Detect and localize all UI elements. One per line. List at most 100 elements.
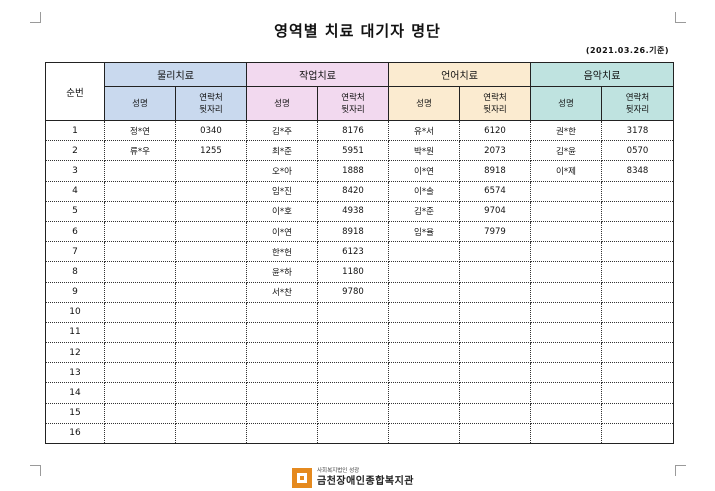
name-cell [104, 362, 176, 384]
contact-header: 연락처 뒷자리 [601, 86, 674, 121]
seq-cell: 7 [45, 241, 105, 263]
name-cell [530, 342, 602, 364]
name-cell [246, 342, 318, 364]
contact-cell: 5951 [317, 140, 389, 162]
name-cell [104, 180, 176, 202]
contact-cell [601, 422, 674, 445]
contact-cell [601, 382, 674, 404]
name-cell [104, 220, 176, 243]
contact-cell: 6574 [459, 180, 531, 202]
seq-cell: 13 [45, 362, 105, 384]
name-cell [104, 160, 176, 182]
contact-cell [601, 402, 674, 424]
contact-cell [601, 281, 674, 303]
contact-cell [317, 382, 389, 404]
contact-cell [317, 301, 389, 323]
table-row: 3 오*아 1888 이*연 8918 이*제 8348 [45, 160, 674, 182]
contact-header-line1: 연락처 [341, 92, 365, 103]
name-cell [246, 382, 318, 404]
name-cell [388, 241, 460, 263]
contact-cell [601, 220, 674, 243]
name-cell [530, 241, 602, 263]
contact-header-line1: 연락처 [199, 92, 223, 103]
contact-cell [459, 382, 531, 404]
contact-header: 연락처 뒷자리 [459, 86, 531, 121]
contact-cell [175, 180, 247, 202]
contact-cell [317, 402, 389, 424]
table-row: 1 정*연 0340 김*주 8176 유*서 6120 권*한 3178 [45, 119, 674, 142]
name-cell [104, 402, 176, 424]
name-cell [104, 342, 176, 364]
seq-cell: 4 [45, 180, 105, 202]
contact-header-line1: 연락처 [625, 92, 650, 103]
name-cell [104, 200, 176, 222]
contact-cell: 8348 [601, 160, 674, 182]
contact-cell [175, 241, 247, 263]
contact-cell [175, 261, 247, 283]
name-cell [246, 402, 318, 424]
contact-header-line2: 뒷자리 [625, 104, 650, 115]
contact-cell [175, 422, 247, 445]
seq-cell: 2 [45, 140, 105, 162]
name-cell [104, 321, 176, 344]
contact-cell [601, 321, 674, 344]
seq-cell: 12 [45, 342, 105, 364]
table-body: 1 정*연 0340 김*주 8176 유*서 6120 권*한 3178 2 류*우 1255 최*준… [45, 119, 674, 445]
table-row: 6 이*연 8918 임*율 7979 [45, 220, 674, 243]
contact-cell: 1180 [317, 261, 389, 283]
name-cell: 한*헌 [246, 241, 318, 263]
contact-cell [459, 321, 531, 344]
contact-cell [175, 281, 247, 303]
contact-header-line1: 연락처 [483, 92, 507, 103]
name-cell [104, 422, 176, 445]
name-cell [530, 220, 602, 243]
name-cell: 서*찬 [246, 281, 318, 303]
name-cell [104, 261, 176, 283]
contact-cell: 3178 [601, 119, 674, 142]
name-cell: 오*아 [246, 160, 318, 182]
name-cell [104, 301, 176, 323]
contact-cell [459, 342, 531, 364]
name-cell: 권*한 [530, 119, 602, 142]
contact-cell [317, 422, 389, 445]
name-header: 성명 [104, 86, 176, 121]
contact-cell [175, 342, 247, 364]
seq-cell: 10 [45, 301, 105, 323]
name-cell: 유*서 [388, 119, 460, 142]
contact-cell [601, 241, 674, 263]
contact-header: 연락처 뒷자리 [175, 86, 247, 121]
crop-mark-top-right [675, 12, 686, 23]
contact-cell [175, 382, 247, 404]
contact-cell: 9704 [459, 200, 531, 222]
footer-logo-block: 사회복지법인 성광 금천장애인종합복지관 [292, 465, 414, 491]
name-cell: 임*진 [246, 180, 318, 202]
name-cell [530, 422, 602, 445]
org-logo-icon [292, 468, 312, 488]
contact-cell [601, 301, 674, 323]
contact-cell [317, 342, 389, 364]
name-cell: 박*원 [388, 140, 460, 162]
contact-cell [601, 200, 674, 222]
contact-cell: 0340 [175, 119, 247, 142]
seq-cell: 6 [45, 220, 105, 243]
seq-cell: 15 [45, 402, 105, 424]
seq-cell: 1 [45, 119, 105, 142]
name-cell [388, 261, 460, 283]
org-name: 금천장애인종합복지관 [317, 476, 414, 487]
contact-cell: 7979 [459, 220, 531, 243]
contact-cell [459, 301, 531, 323]
contact-cell: 8918 [459, 160, 531, 182]
table-row: 4 임*진 8420 이*솔 6574 [45, 180, 674, 202]
contact-cell [601, 342, 674, 364]
contact-cell [317, 321, 389, 344]
name-cell: 이*연 [246, 220, 318, 243]
contact-cell [175, 362, 247, 384]
name-cell [388, 342, 460, 364]
contact-cell [459, 241, 531, 263]
table-row: 10 [45, 301, 674, 323]
name-cell: 이*호 [246, 200, 318, 222]
crop-mark-top-left [30, 12, 41, 23]
table-row: 7 한*헌 6123 [45, 241, 674, 263]
name-cell [104, 281, 176, 303]
name-cell: 최*준 [246, 140, 318, 162]
